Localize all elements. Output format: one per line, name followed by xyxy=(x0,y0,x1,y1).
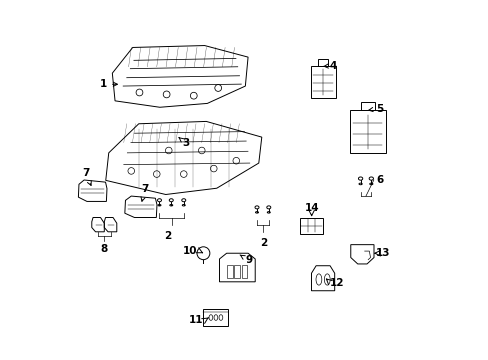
Text: 7: 7 xyxy=(141,184,148,201)
Text: 2: 2 xyxy=(260,238,267,248)
Text: 6: 6 xyxy=(375,175,383,185)
Text: 2: 2 xyxy=(164,231,171,241)
Text: 4: 4 xyxy=(323,61,336,71)
Text: 8: 8 xyxy=(100,244,107,254)
Text: 12: 12 xyxy=(329,278,344,288)
Text: 13: 13 xyxy=(375,248,389,258)
Text: 9: 9 xyxy=(240,255,252,265)
Text: 14: 14 xyxy=(304,203,318,213)
Text: 1: 1 xyxy=(100,79,117,89)
Text: 11: 11 xyxy=(188,315,203,325)
Text: 10: 10 xyxy=(183,247,197,256)
Text: 7: 7 xyxy=(81,168,91,185)
Text: 5: 5 xyxy=(368,104,383,113)
Text: 3: 3 xyxy=(179,138,189,148)
